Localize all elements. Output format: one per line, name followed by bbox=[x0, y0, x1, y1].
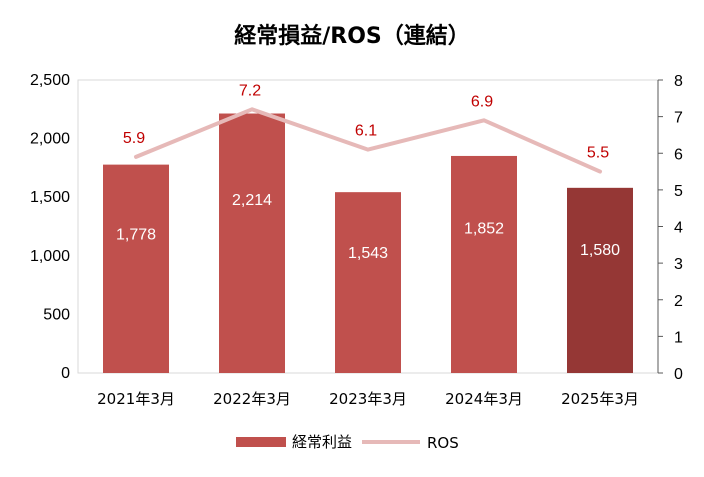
bar-data-label: 1,580 bbox=[580, 242, 620, 259]
bar bbox=[567, 187, 633, 373]
y-left-tick-label: 2,000 bbox=[30, 131, 70, 148]
y-right-tick-label: 1 bbox=[674, 329, 683, 346]
y-right-tick-label: 3 bbox=[674, 256, 683, 273]
bar bbox=[335, 192, 401, 373]
bars bbox=[103, 113, 633, 374]
legend-bar-label: 経常利益 bbox=[292, 433, 352, 451]
legend: 経常利益 ROS bbox=[236, 433, 459, 452]
y-right-tick-label: 2 bbox=[674, 293, 683, 310]
chart-title: 経常損益/ROS（連結） bbox=[234, 23, 470, 49]
ros-labels: 5.9 7.2 6.1 6.9 5.5 bbox=[123, 82, 609, 161]
ros-data-label: 7.2 bbox=[239, 82, 261, 99]
y-right-tick-label: 7 bbox=[674, 110, 683, 127]
y-left-tick-label: 500 bbox=[43, 306, 70, 323]
x-tick-label: 2023年3月 bbox=[329, 390, 407, 408]
bar-data-label: 1,778 bbox=[116, 226, 156, 243]
y-left-tick-label: 0 bbox=[61, 365, 70, 382]
bar-data-label: 1,852 bbox=[464, 221, 504, 238]
y-left-axis: 0 500 1,000 1,500 2,000 2,500 bbox=[30, 72, 70, 382]
bar bbox=[219, 113, 285, 374]
bar-data-label: 2,214 bbox=[232, 192, 272, 209]
bar bbox=[103, 164, 169, 373]
ros-line bbox=[134, 107, 602, 174]
y-right-axis: 0 1 2 3 4 5 6 7 8 bbox=[657, 73, 683, 383]
y-right-tick-label: 0 bbox=[674, 366, 683, 383]
legend-bar-swatch bbox=[236, 437, 286, 447]
x-tick-label: 2025年3月 bbox=[561, 390, 639, 408]
ros-data-label: 6.1 bbox=[355, 123, 377, 140]
y-right-tick-label: 5 bbox=[674, 183, 683, 200]
x-tick-label: 2021年3月 bbox=[97, 390, 175, 408]
x-tick-label: 2022年3月 bbox=[213, 390, 291, 408]
x-tick-label: 2024年3月 bbox=[445, 390, 523, 408]
ros-data-label: 5.5 bbox=[587, 145, 609, 162]
x-axis: 2021年3月 2022年3月 2023年3月 2024年3月 2025年3月 bbox=[97, 390, 639, 408]
bar bbox=[451, 155, 517, 373]
ros-data-label: 6.9 bbox=[471, 93, 493, 110]
y-left-tick-label: 2,500 bbox=[30, 72, 70, 89]
y-right-tick-label: 8 bbox=[674, 73, 683, 90]
bar-data-label: 1,543 bbox=[348, 245, 388, 262]
bar-labels: 1,778 2,214 1,543 1,852 1,580 bbox=[116, 192, 620, 262]
y-left-tick-label: 1,500 bbox=[30, 189, 70, 206]
y-right-tick-label: 4 bbox=[674, 220, 683, 237]
ros-data-label: 5.9 bbox=[123, 130, 145, 147]
y-left-tick-label: 1,000 bbox=[30, 248, 70, 265]
legend-line-label: ROS bbox=[427, 434, 459, 452]
y-right-tick-label: 6 bbox=[674, 146, 683, 163]
